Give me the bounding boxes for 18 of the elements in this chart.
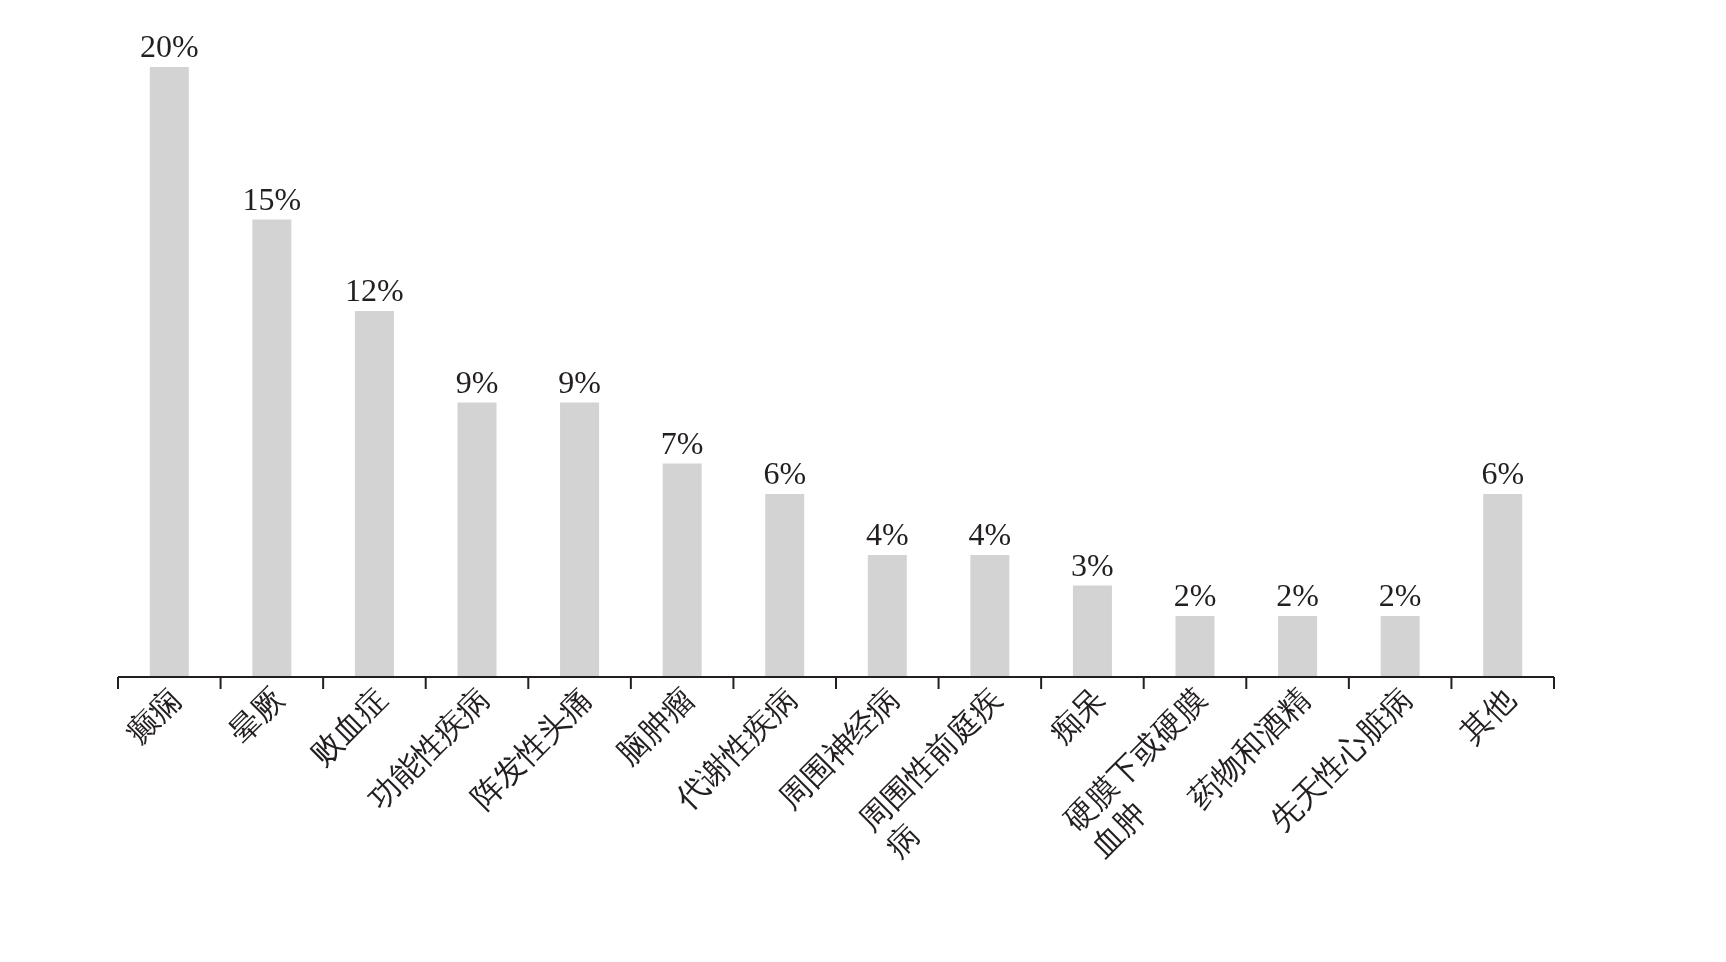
data-label: 6% [763,455,807,491]
data-label: 9% [455,363,499,400]
data-label: 7% [660,424,704,461]
data-label: 15% [242,180,302,217]
data-label: 20% [139,28,199,64]
x-tick-label: 癫痫 [118,680,189,750]
data-label: 4% [968,516,1012,552]
data-label: 3% [1071,546,1114,583]
data-label: 2% [1378,577,1422,613]
data-label: 12% [345,272,404,308]
data-label: 2% [1173,577,1217,613]
x-tick-label: 痴呆 [1042,680,1112,750]
data-label: 2% [1276,577,1319,613]
x-tick-label: 其他 [1452,680,1522,750]
data-label: 4% [865,516,909,552]
x-tick-label: 晕厥 [221,680,291,750]
data-label: 9% [558,363,601,400]
data-label: 6% [1481,455,1525,491]
